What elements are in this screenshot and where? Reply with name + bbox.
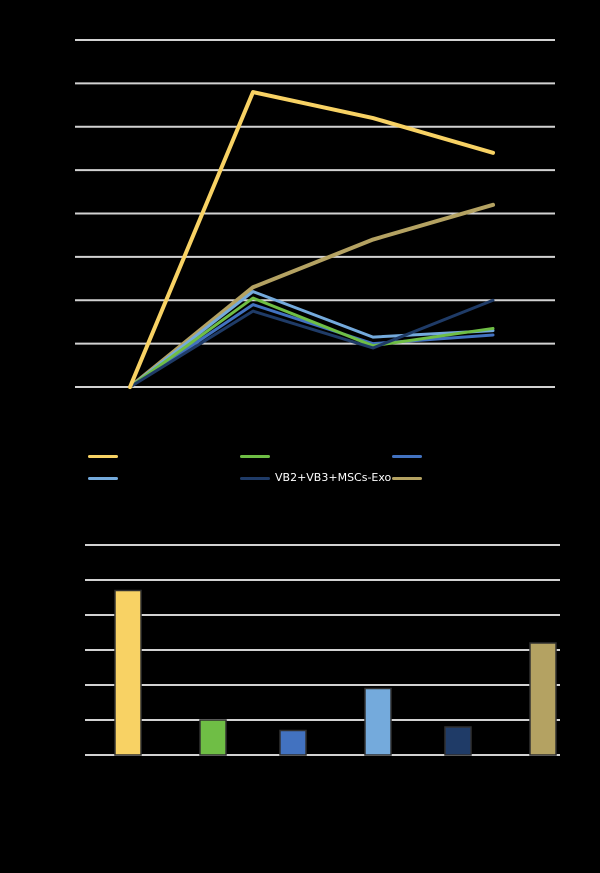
legend-swatch-green bbox=[240, 454, 270, 458]
legend-swatch-yellow bbox=[88, 454, 118, 458]
legend-item-lightblue bbox=[88, 472, 240, 484]
line-series-navy bbox=[128, 298, 495, 389]
legend-item-yellow bbox=[88, 450, 240, 462]
bar-1 bbox=[199, 719, 227, 756]
line-series-blue bbox=[128, 303, 495, 389]
bar-3 bbox=[364, 687, 392, 756]
bar-0 bbox=[114, 589, 142, 756]
line-series-lightblue bbox=[128, 290, 495, 389]
legend-item-green bbox=[240, 450, 392, 462]
legend-swatch-lightblue bbox=[88, 476, 118, 480]
line-series-yellow bbox=[128, 90, 495, 389]
legend-item-navy: VB2+VB3+MSCs-Exo bbox=[240, 472, 392, 484]
bar-4 bbox=[444, 726, 472, 756]
legend: VB2+VB3+MSCs-Exo bbox=[88, 445, 544, 489]
line-series-tan bbox=[128, 202, 495, 389]
legend-item-blue bbox=[392, 450, 544, 462]
legend-label-vb2-vb3-mscs-exo: VB2+VB3+MSCs-Exo bbox=[275, 471, 392, 484]
legend-swatch-blue bbox=[392, 454, 422, 458]
line-series-green bbox=[128, 296, 495, 389]
bar-2 bbox=[279, 729, 307, 756]
legend-swatch-navy bbox=[240, 476, 270, 480]
legend-swatch-tan bbox=[392, 476, 422, 480]
bar-5 bbox=[529, 642, 557, 756]
legend-item-tan bbox=[392, 472, 544, 484]
